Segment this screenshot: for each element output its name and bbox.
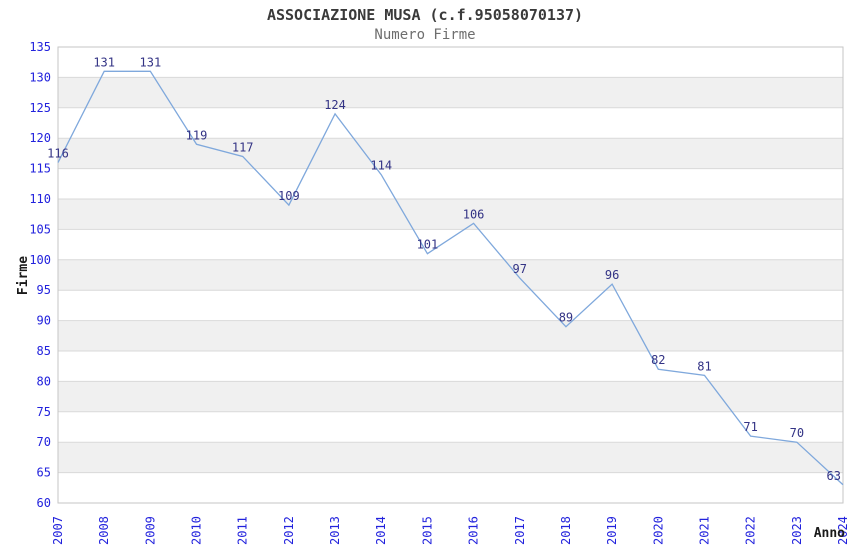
data-label: 71	[743, 420, 757, 434]
x-tick-label: 2024	[836, 516, 850, 545]
data-label: 89	[559, 311, 573, 325]
x-tick-label: 2017	[513, 516, 527, 545]
x-tick-label: 2023	[790, 516, 804, 545]
y-tick-label: 65	[37, 466, 51, 480]
y-axis-title: Firme	[16, 255, 32, 296]
y-tick-label: 105	[29, 222, 51, 236]
x-tick-label: 2020	[651, 516, 665, 545]
data-label: 131	[140, 55, 162, 69]
x-tick-label: 2010	[190, 516, 204, 545]
plot-band	[58, 77, 843, 108]
y-tick-label: 95	[37, 283, 51, 297]
y-tick-label: 60	[37, 496, 51, 510]
x-tick-label: 2011	[236, 516, 250, 545]
chart-title: ASSOCIAZIONE MUSA (c.f.95058070137)	[266, 6, 584, 24]
data-label: 96	[605, 268, 619, 282]
plot-band	[58, 381, 843, 412]
y-tick-label: 80	[37, 374, 51, 388]
chart-subtitle: Numero Firme	[374, 27, 476, 43]
plot-band	[58, 199, 843, 230]
data-label: 82	[651, 353, 665, 367]
y-tick-label: 125	[29, 101, 51, 115]
data-label: 116	[47, 147, 69, 161]
data-label: 101	[417, 238, 439, 252]
y-tick-label: 100	[29, 253, 51, 267]
x-tick-label: 2016	[467, 516, 481, 545]
x-axis-title: Anno	[813, 526, 845, 541]
y-tick-label: 130	[29, 70, 51, 84]
plot-border	[57, 46, 844, 504]
data-label: 109	[278, 189, 300, 203]
data-label: 117	[232, 140, 254, 154]
plot-band	[58, 320, 843, 351]
x-tick-label: 2008	[97, 516, 111, 545]
y-tick-label: 120	[29, 131, 51, 145]
x-tick-label: 2012	[282, 516, 296, 545]
plot-band	[58, 442, 843, 473]
data-label: 119	[186, 128, 208, 142]
data-label: 97	[513, 262, 527, 276]
data-label: 124	[324, 98, 346, 112]
y-tick-label: 70	[37, 435, 51, 449]
x-tick-label: 2014	[374, 516, 388, 545]
data-label: 63	[827, 469, 841, 483]
plot-band	[58, 259, 843, 291]
data-label: 106	[463, 207, 485, 221]
y-tick-label: 90	[37, 314, 51, 328]
plot-band	[58, 138, 843, 169]
data-label: 114	[370, 159, 392, 173]
series-line	[57, 70, 844, 486]
x-tick-label: 2015	[420, 516, 434, 545]
y-tick-label: 135	[29, 40, 51, 54]
x-tick-label: 2021	[697, 516, 711, 545]
data-label: 131	[93, 55, 115, 69]
y-tick-label: 115	[29, 162, 51, 176]
x-tick-label: 2018	[559, 516, 573, 545]
x-tick-label: 2007	[51, 516, 65, 545]
x-tick-label: 2022	[744, 516, 758, 545]
y-tick-label: 110	[29, 192, 51, 206]
data-label: 81	[697, 359, 711, 373]
y-tick-label: 75	[37, 405, 51, 419]
x-tick-label: 2013	[328, 516, 342, 545]
x-tick-label: 2009	[143, 516, 157, 545]
y-tick-label: 85	[37, 344, 51, 358]
data-label: 70	[790, 426, 804, 440]
x-tick-label: 2019	[605, 516, 619, 545]
